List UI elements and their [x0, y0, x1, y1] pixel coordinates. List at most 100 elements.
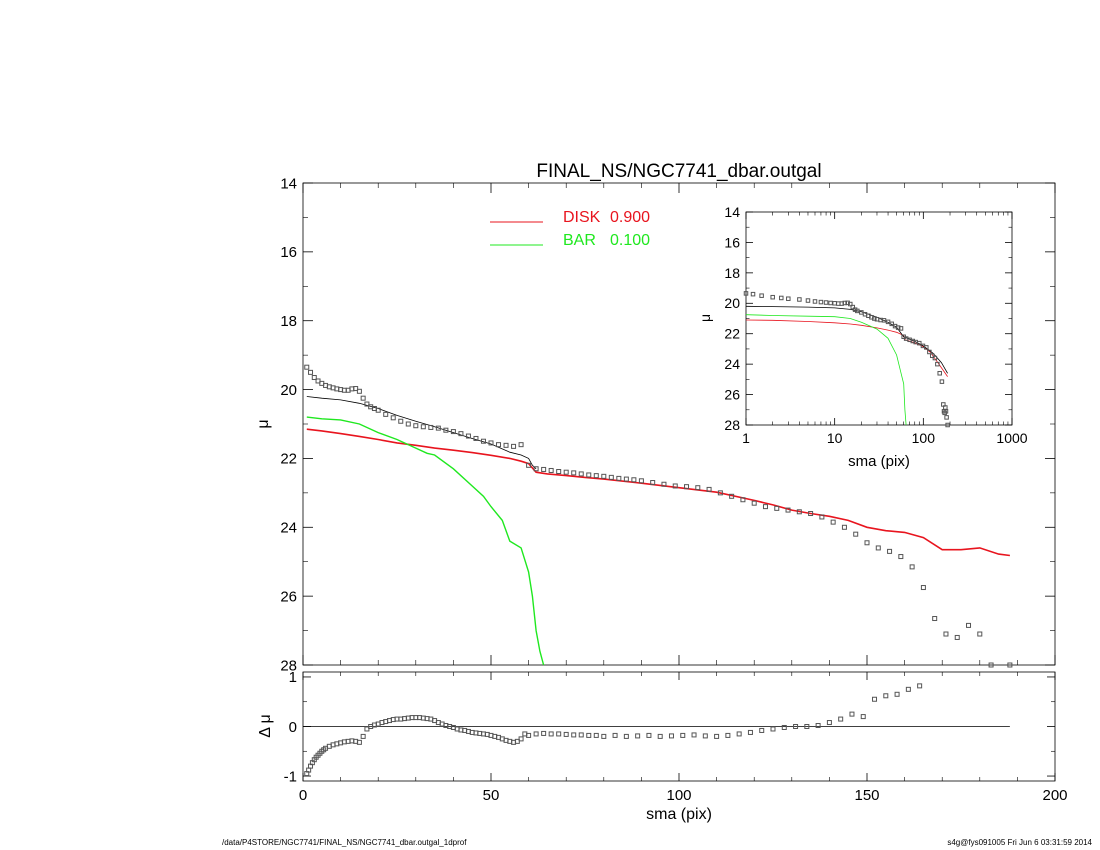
data-point	[364, 401, 370, 407]
data-point	[503, 442, 509, 448]
main-ticks: 14 16 18 20 22 24 26 28	[280, 175, 1056, 674]
data-point	[311, 375, 317, 381]
data-point	[929, 353, 935, 359]
data-point	[488, 440, 494, 446]
data-point	[786, 296, 791, 301]
data-point	[706, 486, 712, 492]
data-point	[356, 739, 362, 745]
y-tick-label: 20	[724, 295, 740, 311]
data-point	[450, 429, 456, 435]
data-point	[849, 711, 855, 717]
inset-series	[743, 291, 950, 428]
data-point	[428, 424, 434, 430]
y-tick-label: 26	[724, 386, 740, 402]
data-point	[759, 727, 765, 733]
bar-line	[306, 416, 545, 666]
data-point	[714, 733, 720, 739]
data-point	[932, 616, 938, 622]
data-point	[842, 300, 848, 306]
y-tick-label: 22	[724, 326, 740, 342]
legend-bar-value: 0.100	[610, 232, 650, 249]
data-point	[729, 493, 735, 499]
data-point	[785, 507, 791, 513]
x-tick-label: 10	[827, 430, 843, 446]
main-plot: 14 16 18 20 22 24 26 28 μ	[255, 175, 1056, 674]
data-point	[812, 299, 818, 304]
data-point	[518, 442, 524, 448]
data-point	[850, 304, 856, 310]
data-point	[356, 388, 362, 394]
data-point	[661, 481, 667, 487]
y-tick-label: 28	[724, 417, 740, 433]
x-tick-label: 50	[483, 787, 500, 804]
chart-title: FINAL_NS/NGC7741_dbar.outgal	[536, 161, 821, 182]
data-point	[855, 308, 860, 314]
data-point	[905, 686, 911, 692]
legend: DISK 0.900 BAR 0.100	[490, 209, 650, 249]
data-point	[563, 731, 569, 737]
data-point	[935, 361, 940, 367]
data-point	[635, 733, 641, 739]
data-point	[526, 732, 532, 738]
data-point	[909, 564, 915, 570]
data-point	[830, 519, 836, 525]
data-point	[518, 736, 524, 742]
data-point	[680, 732, 686, 738]
data-point	[571, 732, 577, 738]
data-point	[638, 478, 644, 484]
data-point	[988, 662, 994, 668]
data-point	[828, 300, 833, 306]
data-point	[556, 731, 562, 737]
inset-ylabel: μ	[697, 314, 713, 322]
data-point	[631, 477, 637, 483]
data-point	[759, 293, 764, 298]
data-point	[465, 433, 471, 439]
data-point	[770, 726, 776, 732]
data-point	[413, 423, 419, 429]
data-point	[823, 300, 829, 305]
data-point	[740, 497, 746, 503]
data-point	[774, 505, 780, 511]
footer-file-path: /data/P4STORE/NGC7741/FINAL_NS/NGC7741_d…	[222, 838, 467, 847]
data-point	[743, 291, 749, 296]
data-point	[848, 301, 853, 307]
data-point	[917, 340, 922, 346]
y-tick-label: 20	[280, 382, 297, 399]
data-point	[917, 683, 923, 689]
data-point	[608, 474, 614, 480]
data-point	[458, 431, 464, 437]
main-series	[304, 364, 1013, 668]
inset-xlabel: sma (pix)	[848, 453, 910, 470]
data-point	[895, 325, 901, 330]
x-tick-label: 1000	[996, 430, 1027, 446]
data-point	[420, 424, 426, 430]
main-ylabel: μ	[255, 419, 272, 428]
data-point	[841, 524, 847, 530]
data-point	[815, 723, 821, 729]
data-point	[804, 724, 810, 729]
data-point	[511, 443, 517, 449]
data-point	[845, 300, 850, 306]
y-tick-label: 18	[724, 265, 740, 281]
data-point	[808, 511, 814, 517]
data-point	[944, 415, 949, 420]
data-point	[875, 545, 881, 551]
y-tick-label: 14	[724, 204, 740, 220]
data-point	[308, 369, 314, 375]
data-point	[571, 470, 577, 476]
data-point	[435, 425, 441, 431]
y-tick-label: 22	[280, 451, 297, 468]
data-point	[526, 462, 532, 468]
data-point	[668, 733, 674, 739]
data-point	[838, 716, 844, 722]
bar-line	[745, 314, 907, 426]
data-point	[894, 691, 900, 697]
data-point	[797, 297, 802, 302]
x-tick-label: 1	[742, 430, 750, 446]
data-point	[927, 349, 932, 355]
data-point	[541, 466, 547, 472]
data-point	[496, 442, 502, 448]
residual-series	[303, 683, 1010, 777]
data-point	[736, 731, 742, 737]
